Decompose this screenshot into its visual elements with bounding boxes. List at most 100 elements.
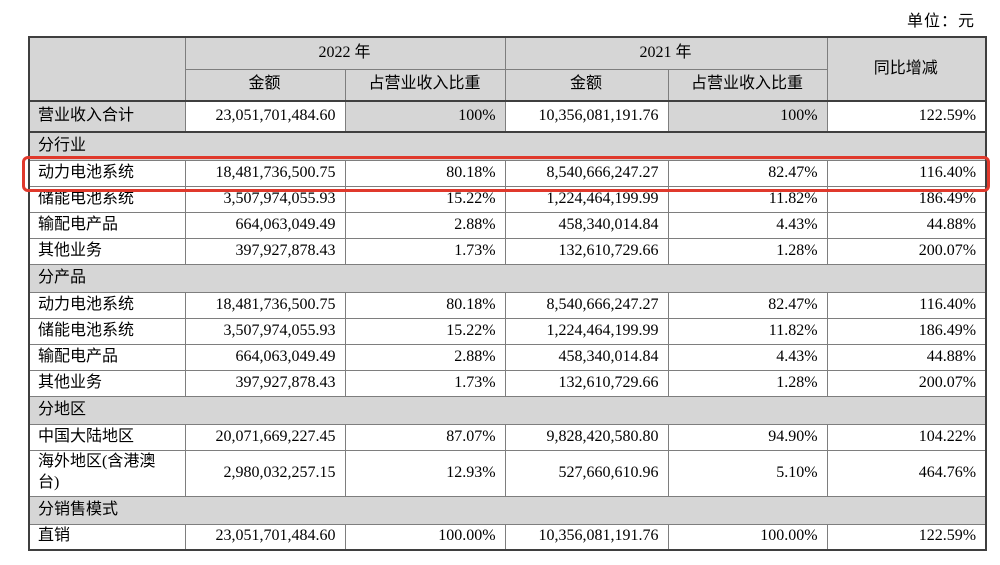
cell-amount-2022: 18,481,736,500.75 — [184, 291, 346, 319]
section-row: 分行业 — [28, 131, 987, 161]
cell-share-2021: 4.43% — [667, 211, 828, 239]
cell-share-2021: 82.47% — [667, 159, 828, 187]
cell-share-2021: 82.47% — [667, 291, 828, 319]
cell-amount-2021: 8,540,666,247.27 — [504, 291, 669, 319]
cell-share-2022: 2.88% — [344, 211, 506, 239]
cell-share-2021: 100.00% — [667, 523, 828, 551]
section-row: 分销售模式 — [28, 495, 987, 525]
cell-label: 其他业务 — [28, 237, 186, 265]
cell-amount-2022: 664,063,049.49 — [184, 211, 346, 239]
section-label: 分行业 — [28, 131, 987, 161]
cell-label: 中国大陆地区 — [28, 423, 186, 451]
cell-label: 动力电池系统 — [28, 159, 186, 187]
cell-share-2021: 4.43% — [667, 343, 828, 371]
year-2021-header: 2021 年 — [504, 36, 828, 70]
table-row: 中国大陆地区 20,071,669,227.45 87.07% 9,828,42… — [28, 423, 987, 451]
cell-share-2022: 15.22% — [344, 317, 506, 345]
table-row-highlighted: 动力电池系统 18,481,736,500.75 80.18% 8,540,66… — [28, 159, 987, 187]
table-row: 海外地区(含港澳台) 2,980,032,257.15 12.93% 527,6… — [28, 449, 987, 497]
section-label: 分销售模式 — [28, 495, 987, 525]
cell-yoy: 200.07% — [826, 237, 987, 265]
cell-share-2022: 100.00% — [344, 523, 506, 551]
cell-label: 输配电产品 — [28, 211, 186, 239]
cell-share-2022: 80.18% — [344, 291, 506, 319]
cell-share-2021: 1.28% — [667, 369, 828, 397]
cell-amount-2022: 20,071,669,227.45 — [184, 423, 346, 451]
cell-label: 储能电池系统 — [28, 185, 186, 213]
cell-share-2022: 80.18% — [344, 159, 506, 187]
table-row: 动力电池系统 18,481,736,500.75 80.18% 8,540,66… — [28, 291, 987, 319]
cell-share-2021: 11.82% — [667, 317, 828, 345]
cell-amount-2022: 397,927,878.43 — [184, 237, 346, 265]
cell-amount-2021: 527,660,610.96 — [504, 449, 669, 497]
share-2021-header: 占营业收入比重 — [667, 68, 828, 102]
cell-yoy: 116.40% — [826, 159, 987, 187]
cell-amount-2022: 23,051,701,484.60 — [184, 523, 346, 551]
cell-share-2022: 1.73% — [344, 237, 506, 265]
yoy-header: 同比增减 — [826, 36, 987, 102]
cell-label: 储能电池系统 — [28, 317, 186, 345]
cell-yoy: 122.59% — [826, 523, 987, 551]
cell-amount-2021: 458,340,014.84 — [504, 211, 669, 239]
cell-share-2022: 1.73% — [344, 369, 506, 397]
table-row: 输配电产品 664,063,049.49 2.88% 458,340,014.8… — [28, 343, 987, 371]
cell-amount-2022: 2,980,032,257.15 — [184, 449, 346, 497]
table-row: 直销 23,051,701,484.60 100.00% 10,356,081,… — [28, 523, 987, 551]
table-row-total: 营业收入合计 23,051,701,484.60 100% 10,356,081… — [28, 100, 987, 133]
cell-share-2021: 5.10% — [667, 449, 828, 497]
cell-yoy: 200.07% — [826, 369, 987, 397]
financial-table: 2022 年 2021 年 同比增减 金额 占营业收入比重 金额 占营业收入比重… — [28, 36, 988, 551]
cell-amount-2022: 18,481,736,500.75 — [184, 159, 346, 187]
cell-amount-2021: 10,356,081,191.76 — [504, 523, 669, 551]
table-header: 2022 年 2021 年 同比增减 金额 占营业收入比重 金额 占营业收入比重 — [28, 36, 987, 102]
cell-label: 输配电产品 — [28, 343, 186, 371]
cell-amount-2022: 3,507,974,055.93 — [184, 185, 346, 213]
cell-share-2022: 100% — [344, 100, 506, 133]
cell-label: 动力电池系统 — [28, 291, 186, 319]
cell-amount-2022: 664,063,049.49 — [184, 343, 346, 371]
cell-yoy: 186.49% — [826, 317, 987, 345]
cell-amount-2022: 397,927,878.43 — [184, 369, 346, 397]
cell-amount-2022: 3,507,974,055.93 — [184, 317, 346, 345]
cell-yoy: 116.40% — [826, 291, 987, 319]
table-row: 储能电池系统 3,507,974,055.93 15.22% 1,224,464… — [28, 185, 987, 213]
cell-share-2022: 87.07% — [344, 423, 506, 451]
cell-share-2022: 2.88% — [344, 343, 506, 371]
cell-share-2021: 11.82% — [667, 185, 828, 213]
share-2022-header: 占营业收入比重 — [344, 68, 506, 102]
amount-2021-header: 金额 — [504, 68, 669, 102]
section-label: 分地区 — [28, 395, 987, 425]
section-row: 分地区 — [28, 395, 987, 425]
year-2022-header: 2022 年 — [184, 36, 506, 70]
cell-yoy: 122.59% — [826, 100, 987, 133]
cell-yoy: 44.88% — [826, 211, 987, 239]
cell-amount-2021: 9,828,420,580.80 — [504, 423, 669, 451]
header-row-subcolumns: 金额 占营业收入比重 金额 占营业收入比重 — [29, 68, 986, 102]
amount-2022-header: 金额 — [184, 68, 346, 102]
table-row: 输配电产品 664,063,049.49 2.88% 458,340,014.8… — [28, 211, 987, 239]
cell-amount-2021: 1,224,464,199.99 — [504, 185, 669, 213]
cell-yoy: 44.88% — [826, 343, 987, 371]
section-label: 分产品 — [28, 263, 987, 293]
cell-amount-2021: 132,610,729.66 — [504, 369, 669, 397]
cell-share-2022: 12.93% — [344, 449, 506, 497]
cell-label: 直销 — [28, 523, 186, 551]
cell-label: 海外地区(含港澳台) — [28, 449, 186, 497]
unit-label: 单位：元 — [906, 13, 975, 30]
table-row: 储能电池系统 3,507,974,055.93 15.22% 1,224,464… — [28, 317, 987, 345]
table-row: 其他业务 397,927,878.43 1.73% 132,610,729.66… — [28, 237, 987, 265]
cell-amount-2022: 23,051,701,484.60 — [184, 100, 346, 133]
cell-label: 其他业务 — [28, 369, 186, 397]
cell-share-2021: 1.28% — [667, 237, 828, 265]
corner-cell — [28, 36, 186, 102]
cell-share-2021: 100% — [667, 100, 828, 133]
cell-yoy: 104.22% — [826, 423, 987, 451]
cell-amount-2021: 8,540,666,247.27 — [504, 159, 669, 187]
cell-share-2022: 15.22% — [344, 185, 506, 213]
cell-label: 营业收入合计 — [28, 100, 186, 133]
header-row-years: 2022 年 2021 年 同比增减 — [28, 36, 987, 102]
cell-share-2021: 94.90% — [667, 423, 828, 451]
cell-amount-2021: 10,356,081,191.76 — [504, 100, 669, 133]
cell-amount-2021: 458,340,014.84 — [504, 343, 669, 371]
